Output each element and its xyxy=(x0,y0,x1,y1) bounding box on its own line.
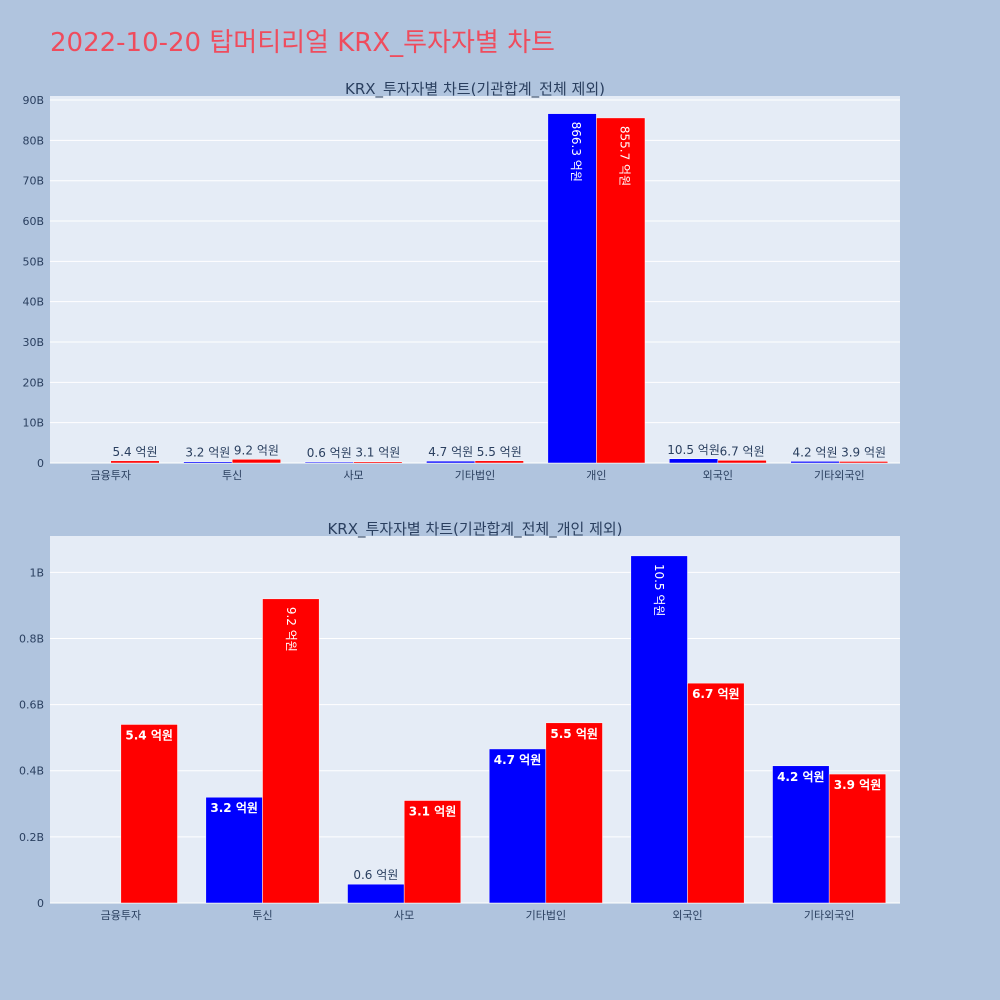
bar-sell xyxy=(687,682,745,904)
x-ticks-top: 금융투자 투신 사모 기타법인 개인 외국인 기타외국인 xyxy=(90,469,864,482)
data-label: 3.9 억원 xyxy=(841,445,886,459)
x-tick-label: 사모 xyxy=(343,469,363,482)
bar-buy xyxy=(426,460,476,464)
y-tick-label: 10B xyxy=(22,417,44,430)
x-tick-label: 기타법인 xyxy=(455,469,495,482)
y-ticks-top: 0 10B 20B 30B 40B 50B 60B 70B 80B 90B xyxy=(22,94,44,470)
data-label: 3.1 억원 xyxy=(355,446,400,460)
data-label: 4.7 억원 xyxy=(494,753,542,767)
data-label: 4.2 억원 xyxy=(777,770,825,784)
bar-buy xyxy=(547,113,597,464)
data-label: 10.5 억원 xyxy=(667,443,720,457)
y-tick-label: 30B xyxy=(22,336,44,349)
data-label: 9.2 억원 xyxy=(284,607,298,652)
data-label: 866.3 억원 xyxy=(569,122,583,182)
data-label: 10.5 억원 xyxy=(652,564,666,617)
chart-title-bottom: KRX_투자자별 차트(기관합계_전체_개인 제외) xyxy=(327,520,622,539)
bar-sell xyxy=(717,460,767,464)
bar-sell xyxy=(231,459,281,464)
chart-bottom: 0 0.2B 0.4B 0.6B 0.8B 1B 금융투자 투신 사모 기타법인 외국인 기타외국인… xyxy=(19,520,900,922)
y-tick-label: 20B xyxy=(22,376,44,389)
bar-sell xyxy=(839,461,889,464)
y-tick-label: 40B xyxy=(22,296,44,309)
x-tick-label: 금융투자 xyxy=(101,909,141,922)
bar-buy xyxy=(488,748,547,904)
data-label: 5.5 억원 xyxy=(477,445,522,459)
x-tick-label: 개인 xyxy=(586,469,606,482)
plot-area-top xyxy=(50,96,900,463)
data-label: 3.2 억원 xyxy=(210,801,258,815)
x-tick-label: 외국인 xyxy=(672,909,702,922)
data-label: 0.6 억원 xyxy=(307,446,352,460)
gridlines-top xyxy=(50,99,900,464)
gridlines-bottom xyxy=(50,571,900,904)
data-label: 9.2 억원 xyxy=(234,443,279,457)
x-tick-label: 기타법인 xyxy=(526,909,566,922)
bar-buy xyxy=(183,461,233,464)
plot-area-bottom xyxy=(50,536,900,903)
data-label: 3.9 억원 xyxy=(834,778,882,792)
y-tick-label: 50B xyxy=(22,255,44,268)
data-label: 5.4 억원 xyxy=(125,728,173,742)
x-tick-label: 사모 xyxy=(394,909,414,922)
bar-buy xyxy=(772,765,830,904)
y-tick-label: 0 xyxy=(37,897,44,910)
x-ticks-bottom: 금융투자 투신 사모 기타법인 외국인 기타외국인 xyxy=(101,909,855,922)
data-label: 5.4 억원 xyxy=(113,445,158,459)
data-label: 4.7 억원 xyxy=(428,445,473,459)
bar-sell xyxy=(120,724,178,904)
bar-buy xyxy=(205,796,263,904)
bar-sell xyxy=(353,461,403,464)
bar-sell xyxy=(110,460,160,464)
bar-sell xyxy=(596,117,646,464)
x-tick-label: 투신 xyxy=(252,909,272,922)
bar-sell xyxy=(474,460,524,464)
data-label: 5.5 억원 xyxy=(550,727,598,741)
bar-sell xyxy=(545,722,603,904)
bar-buy xyxy=(347,883,405,904)
bar-buy xyxy=(669,458,719,464)
y-tick-label: 80B xyxy=(22,134,44,147)
y-tick-label: 1B xyxy=(29,566,44,579)
y-ticks-bottom: 0 0.2B 0.4B 0.6B 0.8B 1B xyxy=(19,566,44,910)
bars-bottom xyxy=(120,555,887,904)
data-label: 3.2 억원 xyxy=(185,446,230,460)
bar-sell xyxy=(262,598,320,904)
chart-title-top: KRX_투자자별 차트(기관합계_전체 제외) xyxy=(345,80,605,99)
bars-top xyxy=(110,113,889,464)
y-tick-label: 0.8B xyxy=(19,632,44,645)
data-label: 0.6 억원 xyxy=(353,868,398,882)
data-label: 4.2 억원 xyxy=(793,445,838,459)
y-tick-label: 0.6B xyxy=(19,699,44,712)
y-tick-label: 0 xyxy=(37,457,44,470)
chart-top: 0 10B 20B 30B 40B 50B 60B 70B 80B 90B 금융투자 투신 사모 기타법… xyxy=(22,80,900,482)
bar-sell xyxy=(403,800,462,904)
data-label: 6.7 억원 xyxy=(692,687,740,701)
data-labels-top: 5.4 억원 3.2 억원 9.2 억원 0.6 억원 3.1 억원 4.7 억원 5.5 … xyxy=(113,122,887,460)
data-label: 6.7 억원 xyxy=(720,444,765,458)
bar-buy xyxy=(304,461,354,464)
x-tick-label: 투신 xyxy=(222,469,242,482)
bar-sell xyxy=(828,773,887,904)
x-tick-label: 금융투자 xyxy=(90,469,130,482)
bar-buy xyxy=(790,461,840,464)
y-tick-label: 70B xyxy=(22,175,44,188)
data-labels-bottom: 5.4 억원 3.2 억원 9.2 억원 0.6 억원 3.1 억원 4.7 억원 5.5 … xyxy=(125,564,881,882)
y-tick-label: 60B xyxy=(22,215,44,228)
page-title: 2022-10-20 탑머티리얼 KRX_투자자별 차트 xyxy=(50,28,555,58)
data-label: 3.1 억원 xyxy=(409,805,457,819)
y-tick-label: 0.4B xyxy=(19,765,44,778)
x-tick-label: 기타외국인 xyxy=(804,909,855,922)
y-tick-label: 0.2B xyxy=(19,831,44,844)
x-tick-label: 외국인 xyxy=(703,469,733,482)
data-label: 855.7 억원 xyxy=(618,126,632,186)
x-tick-label: 기타외국인 xyxy=(814,469,865,482)
y-tick-label: 90B xyxy=(22,94,44,107)
